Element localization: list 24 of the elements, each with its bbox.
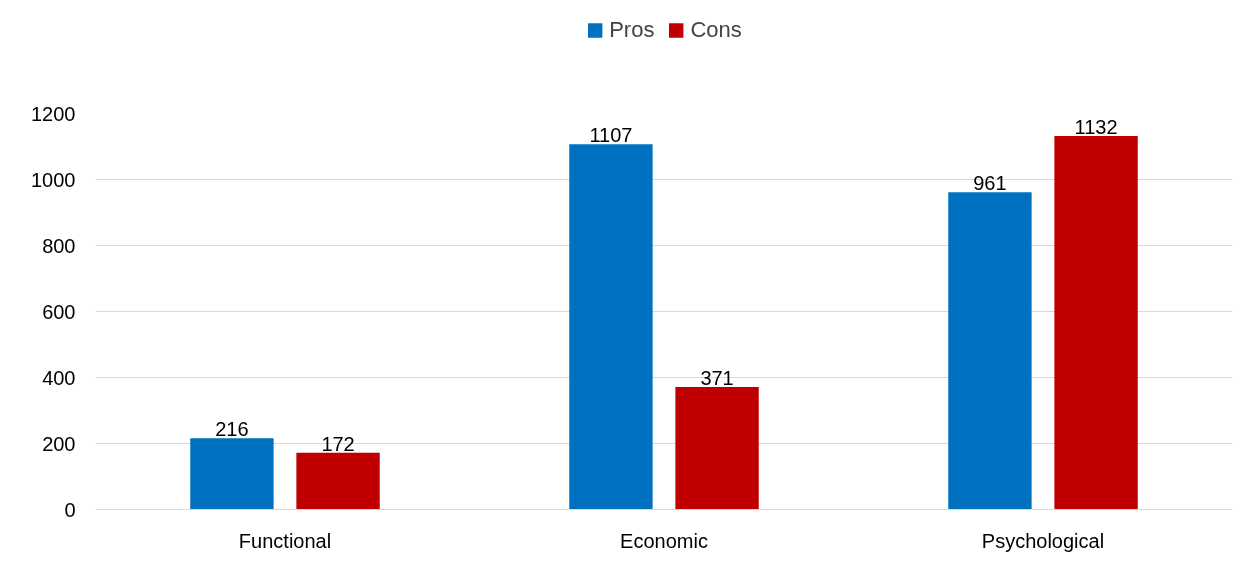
x-tick-label: Psychological [981,529,1105,552]
y-tick-label: 400 [42,366,76,389]
data-label: 1107 [589,124,633,147]
y-tick-label: 1200 [31,102,76,125]
bar [1054,135,1138,510]
data-label: 1132 [1074,115,1118,138]
data-label: 961 [973,172,1007,195]
y-tick-label: 0 [64,498,76,521]
legend-label: Cons [690,17,742,43]
x-tick-label: Economic [620,529,708,552]
bar [675,387,759,510]
bar [190,438,274,510]
legend-label: Pros [609,17,655,43]
x-tick-label: Functional [238,529,332,552]
y-tick-label: 600 [42,300,76,323]
bar [948,192,1032,510]
y-tick-label: 200 [42,432,76,455]
data-label: 371 [700,367,734,390]
data-label: 172 [321,432,355,455]
y-tick-label: 1000 [31,168,76,191]
bar [569,144,653,510]
y-tick-label: 800 [42,234,76,257]
bar [296,452,380,510]
data-label: 216 [215,418,249,441]
